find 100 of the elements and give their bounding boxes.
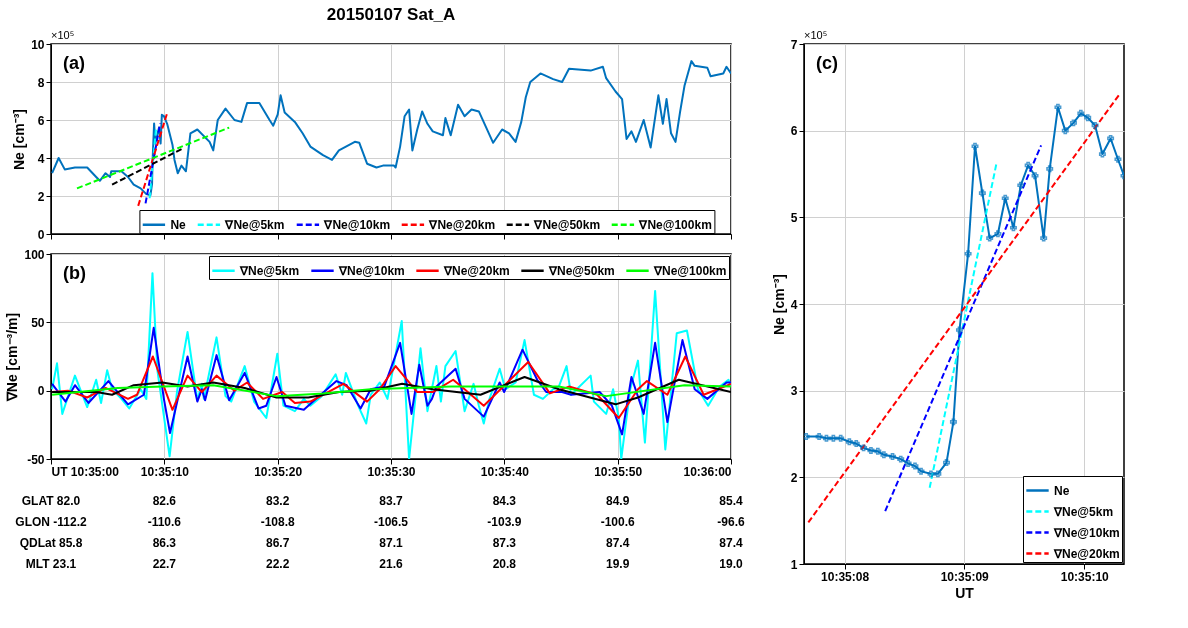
point [867,446,875,454]
point [927,470,935,478]
y-tick-label: 1 [790,557,798,572]
point [917,467,925,475]
x-tick-label: 10:35:10 [1060,569,1110,584]
text: 87.3 [492,536,517,550]
x-axis-title: UT [955,584,975,601]
y-tick-label: 3 [790,384,798,399]
point [1098,150,1106,158]
point [880,451,888,459]
y-tick-label: 7 [790,37,798,52]
text: MLT 23.1 [25,557,77,571]
x-tick-label: 10:35:09 [940,569,990,584]
chart-title: 20150107 Sat_A [326,5,456,24]
x-tick-label: 10:35:20 [254,464,303,479]
y-tick-label: 8 [37,75,45,90]
text: 84.9 [605,494,630,508]
point [829,434,837,442]
legend-label: ∇Ne@50km [548,263,615,278]
annotation: (c) [816,53,838,73]
text: GLON -112.2 [15,515,87,529]
y-tick-label: 10 [31,37,45,52]
text: -110.6 [147,515,182,529]
text: 82.6 [152,494,177,508]
legend-label: ∇Ne@10km [323,217,391,232]
y-axis-title: ∇Ne [cm⁻³/m] [4,312,21,403]
text: 22.2 [266,557,290,571]
text: ×10⁵ [51,29,75,41]
legend-label: ∇Ne@10km [1053,525,1120,540]
legend-label: ∇Ne@20km [1053,546,1120,561]
text: 86.7 [266,536,290,550]
y-axis-title: Ne [cm⁻³] [770,273,787,336]
y-axis-title: Ne [cm⁻³] [11,108,28,171]
point [1001,194,1009,202]
text: -103.9 [487,515,522,529]
legend-label: ∇Ne@100km [638,217,712,232]
point [955,326,963,334]
text: 22.7 [152,557,177,571]
point [986,234,994,242]
point [1040,234,1048,242]
point [804,433,810,441]
point [1084,114,1092,122]
point [822,434,830,442]
point [860,444,868,452]
x-tick-label: UT 10:35:00 [51,464,120,479]
y-tick-label: 100 [24,247,45,262]
text: 87.4 [605,536,630,550]
y-tick-label: 50 [31,315,45,330]
text: 20.8 [492,557,517,571]
legend-label: ∇Ne@5km [1053,504,1114,519]
point [889,453,897,461]
point [1017,181,1025,189]
point [1114,155,1122,163]
text: QDLat 85.8 [19,536,83,550]
text: 19.0 [719,557,743,571]
point [911,462,919,470]
text: 84.3 [492,494,517,508]
text: -100.6 [600,515,635,529]
text: 87.1 [379,536,404,550]
point [1031,172,1039,180]
point [949,418,957,426]
legend-label: ∇Ne@100km [653,263,727,278]
point [994,230,1002,238]
y-tick-label: 5 [790,210,798,225]
point [1024,161,1032,169]
legend-label: ∇Ne@5km [239,263,300,278]
legend-label: ∇Ne@10km [338,263,405,278]
text: 83.7 [379,494,404,508]
y-tick-label: 4 [37,151,45,166]
point [1077,109,1085,117]
x-tick-label: 10:35:30 [367,464,416,479]
point [845,438,853,446]
text: -96.6 [717,515,745,529]
legend-label: Ne [1054,483,1070,498]
text: 85.4 [719,494,743,508]
text: 19.9 [605,557,630,571]
point [943,459,950,467]
point [904,459,912,467]
legend-label: ∇Ne@20km [443,263,510,278]
y-tick-label: 6 [37,113,45,128]
legend-label: ∇Ne@50km [533,217,601,232]
text: ×10⁵ [804,29,828,41]
point [815,433,823,441]
point [1091,121,1099,129]
point [1107,134,1115,142]
legend-label: ∇Ne@5km [224,217,285,232]
legend-label: ∇Ne@20km [428,217,496,232]
text: 87.4 [719,536,743,550]
point [1061,127,1069,135]
text: -108.8 [260,515,296,529]
legend-label: Ne [170,217,187,232]
point [934,470,942,478]
y-tick-label: 0 [37,384,45,399]
point [1009,224,1017,232]
point [874,447,882,455]
y-tick-label: 2 [37,189,45,204]
y-tick-label: 4 [790,297,798,312]
x-tick-label: 10:35:10 [140,464,190,479]
x-tick-label: 10:35:08 [821,569,870,584]
text: -106.5 [374,515,409,529]
